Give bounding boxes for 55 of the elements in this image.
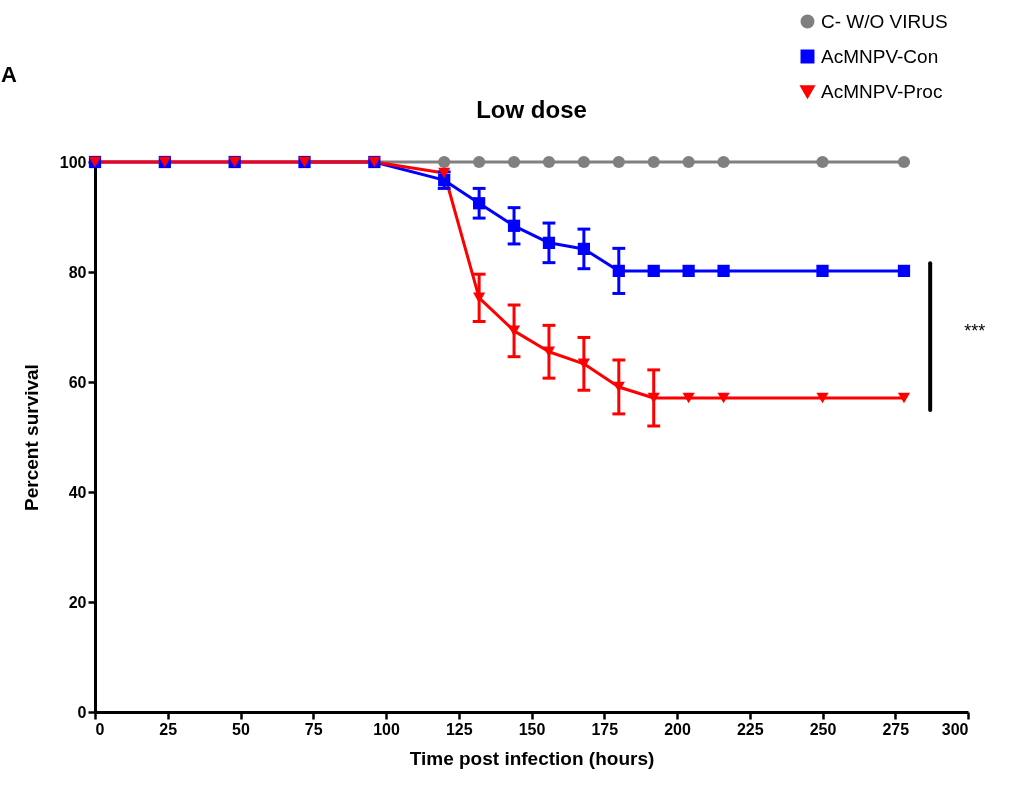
x-axis-title: Time post infection (hours) [409, 747, 655, 769]
point [612, 155, 625, 169]
point [717, 264, 730, 278]
point [717, 392, 730, 404]
x-tick-label: 125 [445, 720, 473, 738]
point [473, 155, 486, 169]
x-tick-label: 25 [159, 720, 178, 738]
legend-label: AcMNPV-Con [821, 45, 939, 67]
point [897, 392, 911, 404]
text: A [1, 62, 17, 88]
point [507, 219, 521, 232]
point [507, 325, 521, 337]
point [577, 155, 590, 169]
x-tick-label: 100 [373, 720, 400, 738]
point [717, 155, 730, 169]
point [897, 264, 911, 278]
point [682, 392, 695, 404]
x-tick-label: 200 [664, 720, 691, 738]
chart-title: Low dose [476, 96, 587, 123]
point [816, 264, 829, 278]
point [816, 155, 829, 169]
point [542, 346, 556, 358]
x-tick-label: 75 [304, 720, 323, 738]
x-tick-label: 50 [232, 720, 250, 738]
y-tick-label: 20 [68, 593, 87, 611]
point [438, 155, 451, 169]
point [682, 155, 695, 169]
x-tick-label: 275 [882, 720, 910, 738]
point [542, 155, 556, 169]
point [647, 155, 660, 169]
point [682, 264, 695, 278]
y-tick-label: 60 [68, 373, 87, 391]
y-axis-title: Percent survival [20, 364, 42, 511]
y-tick-label: 80 [68, 263, 87, 281]
point [647, 264, 660, 278]
point [612, 264, 625, 278]
point [473, 197, 486, 210]
point [897, 155, 911, 169]
annotation: *** [964, 320, 986, 341]
point [507, 155, 521, 169]
y-tick-label: 0 [77, 703, 87, 721]
legend-label: C- W/O VIRUS [821, 10, 948, 32]
y-tick-label: 40 [68, 483, 87, 501]
legend-label: AcMNPV-Proc [821, 80, 943, 102]
point [577, 242, 590, 256]
x-tick-label: 175 [591, 720, 619, 738]
point [542, 236, 556, 249]
point [438, 167, 451, 179]
point [816, 392, 829, 404]
x-tick-label: 150 [518, 720, 546, 738]
y-tick-label: 100 [59, 153, 87, 171]
x-tick-label: 225 [736, 720, 764, 738]
x-tick-label: 250 [809, 720, 837, 738]
x-tick-label: 0 [95, 720, 105, 738]
x-tick-label: 300 [941, 720, 969, 738]
